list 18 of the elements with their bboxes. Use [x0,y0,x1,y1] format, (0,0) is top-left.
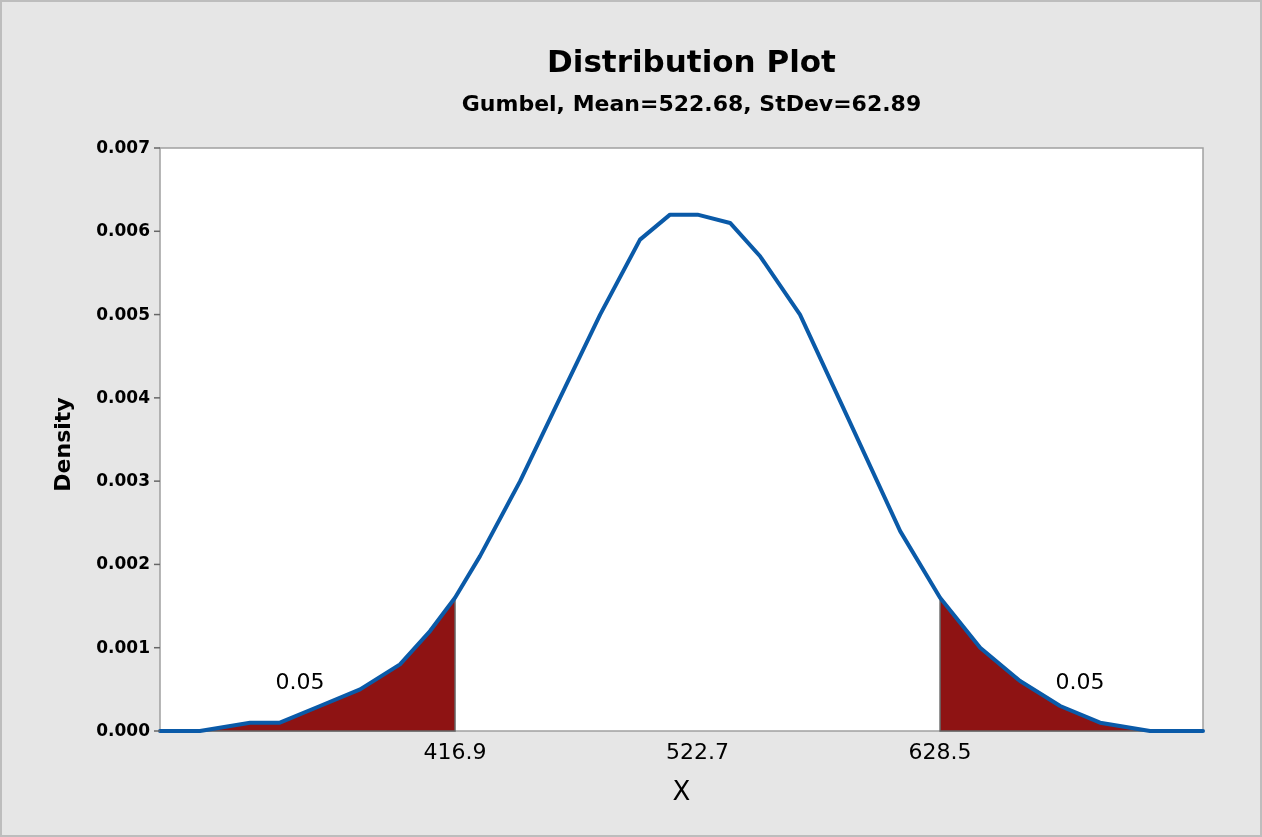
x-tick-label: 628.5 [908,739,972,764]
annotation: 0.05 [1055,669,1105,694]
line-series [158,212,1205,733]
x-tick-label: 522.7 [666,739,730,764]
x-tick-label: 416.9 [423,739,487,764]
y-tick-label: 0.004 [96,386,151,407]
y-tick-label: 0.001 [96,636,150,657]
y-tick-label: 0.003 [96,470,150,491]
x-axis-title: X [672,776,691,806]
y-tick-label: 0.000 [96,720,151,740]
y-tick-label: 0.006 [96,220,150,241]
y-axis-title: Density [50,397,75,492]
chart-title: Distribution Plot [547,43,837,79]
annotation: 0.05 [275,669,325,694]
y-tick-label: 0.005 [96,303,150,324]
y-tick-label: 0.007 [96,137,150,157]
y-tick-label: 0.002 [96,553,150,574]
chart-subtitle: Gumbel, Mean=522.68, StDev=62.89 [461,91,922,116]
